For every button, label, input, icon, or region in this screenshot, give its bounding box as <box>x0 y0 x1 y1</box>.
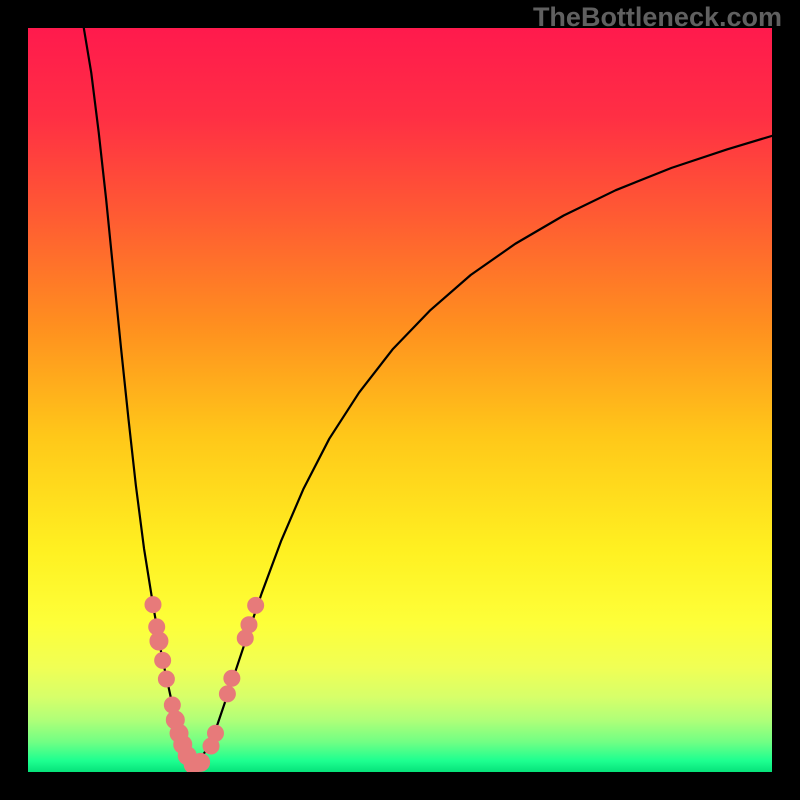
data-marker <box>224 670 240 686</box>
plot-area <box>28 28 772 772</box>
data-marker <box>241 617 257 633</box>
gradient-background <box>28 28 772 772</box>
data-marker <box>155 652 171 668</box>
data-marker <box>164 697 180 713</box>
data-marker <box>207 725 223 741</box>
data-marker <box>158 671 174 687</box>
plot-svg <box>28 28 772 772</box>
data-marker <box>248 597 264 613</box>
chart-container: TheBottleneck.com <box>0 0 800 800</box>
watermark-text: TheBottleneck.com <box>533 2 782 33</box>
data-marker <box>145 597 161 613</box>
data-marker <box>192 753 210 771</box>
data-marker <box>219 686 235 702</box>
data-marker <box>150 632 168 650</box>
